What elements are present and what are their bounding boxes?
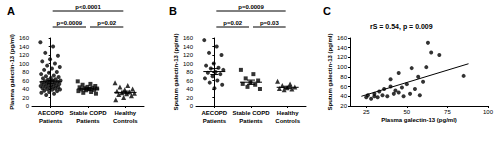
svg-text:100: 100 <box>183 61 194 67</box>
svg-text:Healthy: Healthy <box>114 110 136 116</box>
svg-text:p=0.03: p=0.03 <box>260 20 280 26</box>
svg-text:Sputum galectin-13 (pg/ml): Sputum galectin-13 (pg/ml) <box>173 33 179 110</box>
svg-text:25: 25 <box>363 109 370 115</box>
svg-text:p=0.0009: p=0.0009 <box>57 20 83 26</box>
svg-text:60: 60 <box>340 84 347 90</box>
svg-text:p<0.0001: p<0.0001 <box>75 4 101 10</box>
svg-text:p=0.0009: p=0.0009 <box>238 4 264 10</box>
svg-text:80: 80 <box>186 69 193 75</box>
svg-text:20: 20 <box>186 95 193 101</box>
svg-text:A: A <box>7 5 15 17</box>
svg-text:50: 50 <box>403 109 410 115</box>
svg-text:140: 140 <box>19 44 30 50</box>
svg-text:Sputum galectin-13 (pg/ml): Sputum galectin-13 (pg/ml) <box>327 33 333 110</box>
svg-text:60: 60 <box>186 78 193 84</box>
svg-text:0: 0 <box>190 103 194 109</box>
svg-text:B: B <box>169 5 177 17</box>
svg-text:20: 20 <box>22 95 29 101</box>
svg-text:Controls: Controls <box>275 118 300 124</box>
svg-text:20: 20 <box>340 103 347 109</box>
svg-text:120: 120 <box>337 54 348 60</box>
svg-text:160: 160 <box>337 35 348 41</box>
svg-text:rS = 0.54, p = 0.009: rS = 0.54, p = 0.009 <box>370 23 433 31</box>
svg-text:Patients: Patients <box>203 118 227 124</box>
svg-text:Patients: Patients <box>39 118 63 124</box>
svg-text:Controls: Controls <box>113 118 138 124</box>
svg-text:Healthy: Healthy <box>277 110 299 116</box>
svg-text:C: C <box>323 5 331 17</box>
svg-text:AECOPD: AECOPD <box>38 110 64 116</box>
svg-text:120: 120 <box>19 52 30 58</box>
svg-text:140: 140 <box>337 45 348 51</box>
svg-text:AECOPD: AECOPD <box>201 110 227 116</box>
svg-text:40: 40 <box>186 86 193 92</box>
svg-text:80: 80 <box>22 69 29 75</box>
svg-text:40: 40 <box>340 93 347 99</box>
svg-text:Plasma galectin-13 (pg/ml): Plasma galectin-13 (pg/ml) <box>381 117 457 123</box>
svg-text:60: 60 <box>22 78 29 84</box>
svg-text:100: 100 <box>19 61 30 67</box>
svg-text:160: 160 <box>19 35 30 41</box>
svg-text:100: 100 <box>483 109 494 115</box>
svg-text:Stable COPD: Stable COPD <box>69 110 107 116</box>
svg-text:p=0.02: p=0.02 <box>97 20 117 26</box>
svg-text:160: 160 <box>183 35 194 41</box>
svg-text:Patients: Patients <box>76 118 100 124</box>
svg-text:Patients: Patients <box>239 118 263 124</box>
svg-text:75: 75 <box>444 109 451 115</box>
svg-text:140: 140 <box>183 44 194 50</box>
svg-text:Plasma galectin-13 (pg/ml): Plasma galectin-13 (pg/ml) <box>9 34 15 110</box>
svg-text:0: 0 <box>26 103 30 109</box>
svg-text:40: 40 <box>22 86 29 92</box>
svg-text:p=0.02: p=0.02 <box>223 20 243 26</box>
svg-text:100: 100 <box>337 64 348 70</box>
svg-text:80: 80 <box>340 74 347 80</box>
svg-text:120: 120 <box>183 52 194 58</box>
svg-text:Stable COPD: Stable COPD <box>232 110 270 116</box>
